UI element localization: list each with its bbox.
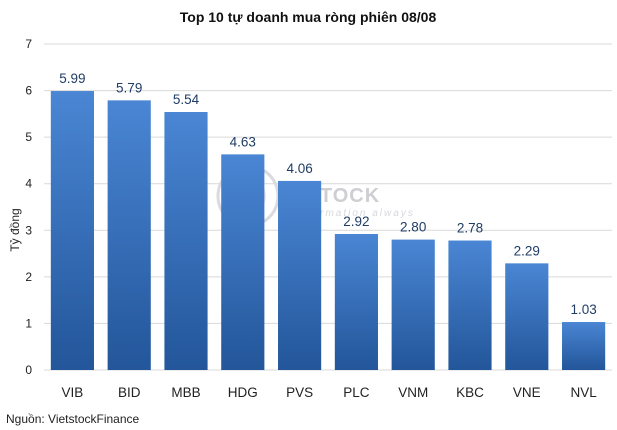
bar <box>448 240 492 370</box>
y-tick-label: 2 <box>25 270 32 284</box>
bar <box>334 234 378 370</box>
bar-value-label: 2.92 <box>343 214 369 229</box>
bar-value-label: 4.06 <box>286 161 312 176</box>
x-category-label: MBB <box>171 385 200 400</box>
bar-value-label: 5.54 <box>173 92 200 107</box>
y-tick-label: 4 <box>25 177 32 191</box>
x-category-label: VNM <box>398 385 428 400</box>
y-tick-label: 3 <box>25 223 32 237</box>
bar <box>505 263 549 370</box>
x-category-label: PVS <box>286 385 313 400</box>
x-category-label: HDG <box>228 385 258 400</box>
bar <box>50 91 94 370</box>
bar-value-label: 5.99 <box>59 71 85 86</box>
bar-value-label: 4.63 <box>230 134 256 149</box>
bars <box>50 91 606 370</box>
bar <box>391 239 435 370</box>
y-tick-label: 0 <box>25 363 32 377</box>
x-category-label: VIB <box>62 385 84 400</box>
bar-value-label: 2.80 <box>400 220 426 235</box>
y-axis-ticks: 0 1 2 3 4 5 6 7 <box>25 37 32 377</box>
x-category-label: VNE <box>513 385 541 400</box>
x-category-label: NVL <box>570 385 597 400</box>
bar <box>107 100 151 370</box>
x-category-label: PLC <box>343 385 370 400</box>
chart-title: Top 10 tự doanh mua ròng phiên 08/08 <box>180 9 437 25</box>
bar-value-label: 2.29 <box>514 243 540 258</box>
y-axis-label: Tỷ đồng <box>8 208 22 251</box>
bar <box>221 154 265 370</box>
bar-value-label: 2.78 <box>457 221 483 236</box>
source-note: Nguồn: VietstockFinance <box>6 412 140 426</box>
bar <box>278 180 322 370</box>
value-labels: 5.99 5.79 5.54 4.63 4.06 2.92 2.80 2.78 2.29 1.03 <box>59 71 596 317</box>
y-tick-label: 5 <box>25 130 32 144</box>
x-axis-categories: VIB BID MBB HDG PVS PLC VNM KBC VNE NVL <box>62 385 598 400</box>
watermark-subtext: information always <box>296 208 415 219</box>
bar-value-label: 1.03 <box>570 302 596 317</box>
x-category-label: BID <box>118 385 141 400</box>
bar-value-label: 5.79 <box>116 80 142 95</box>
bar <box>164 111 208 370</box>
y-tick-label: 1 <box>25 316 32 330</box>
y-tick-label: 6 <box>25 84 32 98</box>
x-category-label: KBC <box>456 385 484 400</box>
bar <box>562 322 606 370</box>
y-tick-label: 7 <box>25 37 32 51</box>
